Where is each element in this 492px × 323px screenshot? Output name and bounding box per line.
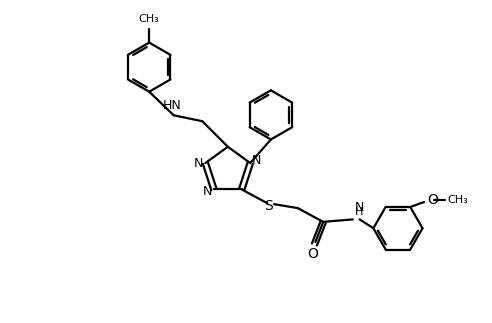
Text: O: O: [428, 193, 438, 207]
Text: N: N: [202, 185, 212, 198]
Text: N: N: [252, 154, 261, 167]
Text: N: N: [194, 157, 203, 170]
Text: HN: HN: [162, 99, 181, 112]
Text: CH₃: CH₃: [448, 195, 468, 205]
Text: S: S: [264, 199, 273, 213]
Text: N: N: [355, 201, 364, 214]
Text: CH₃: CH₃: [139, 14, 159, 24]
Text: H: H: [355, 207, 363, 217]
Text: O: O: [307, 247, 318, 261]
